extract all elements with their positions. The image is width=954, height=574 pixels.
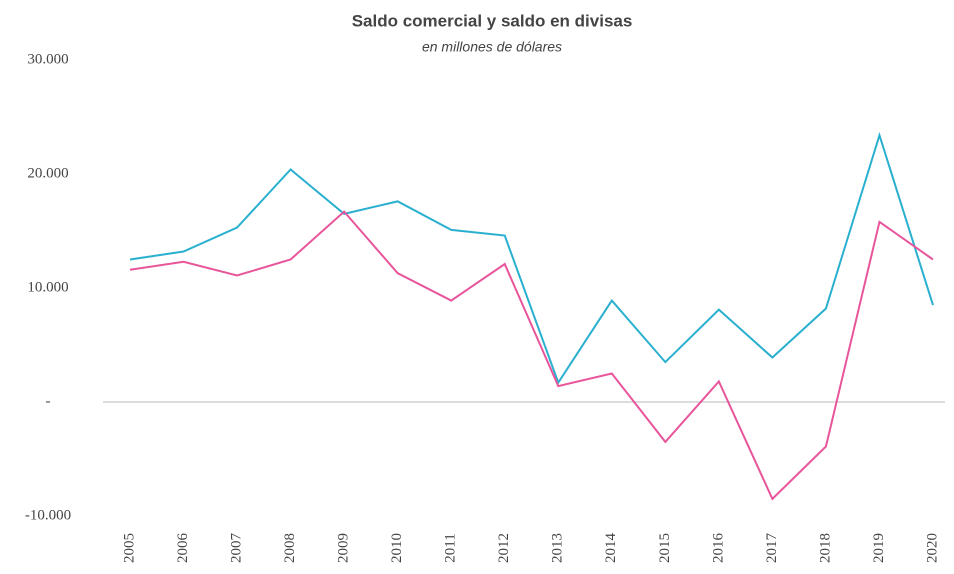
chart-subtitle: en millones de dólares [422, 39, 562, 55]
x-tick-label: 2006 [175, 533, 191, 564]
x-tick-label: 2009 [336, 533, 352, 563]
x-tick-label: 2019 [871, 533, 887, 563]
x-tick-label: 2020 [924, 533, 940, 563]
y-tick-label: -10.000 [25, 507, 71, 523]
x-tick-label: 2015 [657, 533, 673, 563]
x-tick-label: 2018 [817, 533, 833, 563]
x-tick-label: 2012 [496, 533, 512, 563]
x-tick-label: 2016 [710, 533, 726, 564]
series-line [129, 210, 934, 501]
y-tick-label: 10.000 [27, 279, 68, 295]
y-tick-label: 20.000 [27, 165, 68, 181]
x-tick-label: 2017 [764, 533, 780, 564]
x-tick-label: 2013 [550, 533, 566, 563]
x-tick-label: 2011 [443, 533, 459, 562]
y-tick-label: 30.000 [27, 51, 68, 67]
x-tick-label: 2005 [121, 533, 137, 563]
x-tick-label: 2014 [603, 533, 619, 564]
x-tick-label: 2008 [282, 533, 298, 563]
x-tick-label: 2007 [229, 533, 245, 564]
series-line [129, 131, 934, 385]
x-tick-label: 2010 [389, 533, 405, 563]
chart-title: Saldo comercial y saldo en divisas [352, 11, 633, 30]
y-tick-label: - [46, 393, 51, 409]
